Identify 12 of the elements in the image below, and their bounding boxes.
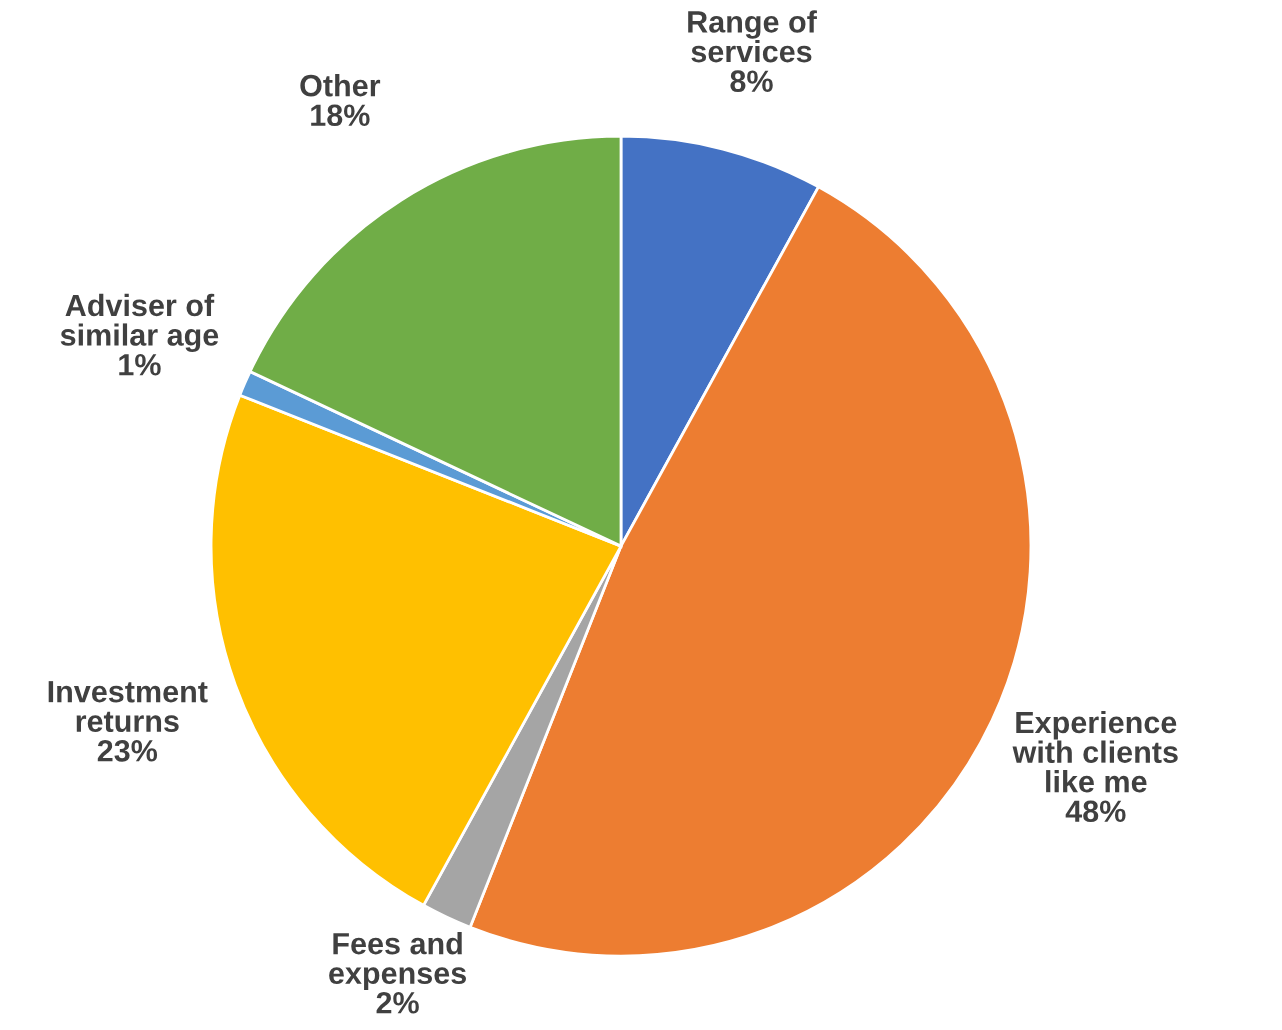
slice-label: Investment returns xyxy=(48,681,208,733)
data-label: 23% xyxy=(97,740,158,762)
slice-label: Experience with clients like me xyxy=(1012,710,1178,793)
slice-label: Other xyxy=(300,74,381,97)
data-label: 1% xyxy=(119,354,161,376)
slice-label: Fees and expenses xyxy=(329,932,466,991)
data-label: 18% xyxy=(311,104,370,127)
data-label: 48% xyxy=(1065,800,1126,823)
data-label: 2% xyxy=(376,992,419,1014)
data-label: 8% xyxy=(730,70,773,93)
slice-label: Range of services xyxy=(688,10,817,63)
slice-label: Adviser of similar age xyxy=(60,293,219,353)
